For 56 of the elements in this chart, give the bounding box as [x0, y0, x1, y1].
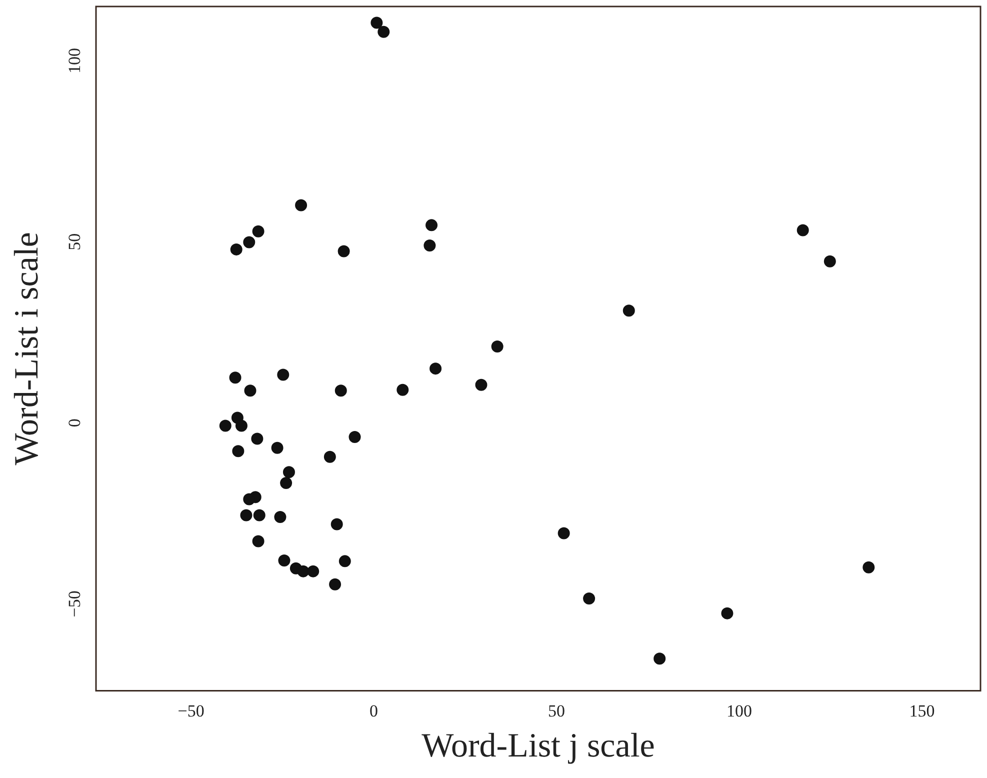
x-tick-label: 50 — [548, 701, 566, 720]
point — [558, 527, 570, 540]
point — [796, 224, 809, 236]
point — [370, 16, 383, 29]
x-tick-label: −50 — [178, 701, 204, 720]
point — [348, 430, 361, 443]
point — [219, 420, 232, 432]
point — [240, 509, 252, 522]
y-tick-label: 50 — [64, 233, 84, 250]
point — [426, 219, 438, 232]
point — [307, 565, 320, 578]
y-tick-label: 0 — [64, 418, 84, 428]
point — [424, 239, 436, 252]
point — [243, 493, 256, 506]
point — [282, 466, 295, 478]
point — [338, 245, 350, 258]
point — [278, 554, 290, 566]
x-axis-title: Word-List j scale — [422, 728, 655, 765]
point — [622, 304, 635, 317]
point — [862, 561, 875, 574]
y-tick-label: −50 — [64, 590, 84, 618]
point — [229, 372, 242, 384]
point — [274, 511, 286, 524]
point — [430, 362, 442, 375]
point — [232, 445, 244, 458]
point — [324, 450, 336, 463]
x-tick-label: 0 — [370, 701, 378, 720]
point — [654, 652, 666, 665]
point — [475, 378, 488, 391]
point — [295, 199, 308, 212]
point — [252, 535, 264, 548]
point — [721, 607, 734, 620]
point — [378, 26, 390, 38]
y-axis-title: Word-List i scale — [8, 232, 46, 466]
point — [583, 592, 596, 604]
point — [243, 236, 256, 248]
point — [330, 518, 343, 530]
point — [824, 255, 836, 268]
point — [329, 578, 342, 590]
point — [251, 432, 264, 445]
y-tick-label: 100 — [64, 48, 84, 74]
point — [277, 368, 290, 381]
point — [252, 225, 264, 238]
point — [338, 555, 351, 568]
point — [253, 509, 266, 522]
point — [235, 420, 248, 432]
point — [491, 340, 504, 352]
point — [230, 243, 242, 256]
point — [271, 442, 284, 454]
x-tick-label: 100 — [726, 701, 752, 720]
point — [280, 476, 292, 489]
point — [244, 384, 256, 397]
point — [396, 384, 409, 396]
point — [297, 565, 310, 578]
x-tick-label: 150 — [909, 701, 935, 720]
point — [334, 384, 347, 397]
